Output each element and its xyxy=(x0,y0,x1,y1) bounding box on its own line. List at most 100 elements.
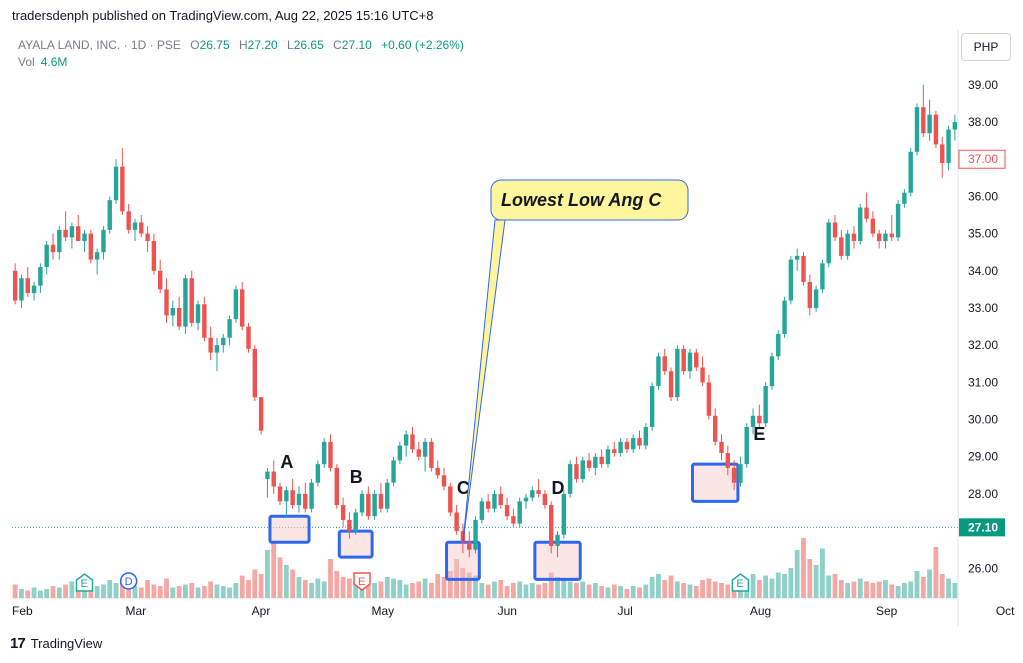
candle-body xyxy=(38,267,43,286)
candle-body xyxy=(612,449,617,453)
volume-bar xyxy=(668,575,674,598)
publisher-line: tradersdenph published on TradingView.co… xyxy=(12,8,434,23)
volume-bar xyxy=(649,577,655,598)
currency-button[interactable]: PHP xyxy=(961,33,1011,61)
candle-body xyxy=(195,304,201,323)
volume-bar xyxy=(384,577,390,598)
candle-body xyxy=(725,452,731,468)
y-tick-label: 36.00 xyxy=(968,189,998,203)
candle-body xyxy=(908,151,913,193)
volume-bar xyxy=(536,584,542,598)
candle-body xyxy=(561,493,567,535)
earnings-marker xyxy=(75,573,94,592)
volume-bar xyxy=(832,574,838,598)
volume-bar xyxy=(107,580,113,598)
annotation-box-b xyxy=(337,529,374,559)
candle-body xyxy=(139,222,144,234)
candle-body xyxy=(340,505,346,520)
volume-bar xyxy=(365,584,371,598)
volume-bar xyxy=(157,586,163,598)
candle-body xyxy=(549,505,554,546)
volume-bar xyxy=(479,583,485,598)
candle-body xyxy=(637,438,642,446)
volume-bar xyxy=(119,581,125,598)
volume-bar xyxy=(397,580,403,598)
annotation-label-b: B xyxy=(350,467,363,487)
earnings-marker xyxy=(731,573,750,592)
volume-bar xyxy=(681,583,687,598)
volume-bar xyxy=(19,589,24,598)
candle-body xyxy=(372,493,377,517)
candle-body xyxy=(618,441,623,453)
candle-body xyxy=(214,345,220,353)
candle-body xyxy=(769,356,775,387)
candle-body xyxy=(460,531,466,543)
candle-body xyxy=(246,326,251,349)
volume-bar xyxy=(870,583,876,598)
candle-body xyxy=(832,222,838,238)
candle-body xyxy=(807,281,813,308)
volume-bar xyxy=(466,572,472,598)
x-tick-label: May xyxy=(371,604,394,618)
y-tick-label: 32.00 xyxy=(968,338,998,352)
candle-body xyxy=(719,441,724,453)
candle-body xyxy=(258,397,264,431)
volume-bar xyxy=(50,586,56,598)
candle-body xyxy=(120,166,125,212)
volume-bar xyxy=(410,583,415,598)
candle-body xyxy=(782,300,787,334)
candle-body xyxy=(277,486,283,502)
candle-body xyxy=(902,192,907,204)
candle-body xyxy=(921,107,926,134)
volume-bar xyxy=(599,586,605,598)
volume-bar xyxy=(542,583,548,598)
volume-bar xyxy=(517,581,523,598)
volume-bar xyxy=(340,577,346,598)
volume-bar xyxy=(101,584,106,598)
volume-bar xyxy=(782,574,787,598)
candle-body xyxy=(366,493,371,517)
candle-body xyxy=(593,456,598,468)
candle-body xyxy=(44,244,49,268)
volume-bar xyxy=(555,577,560,598)
candle-body xyxy=(321,441,327,465)
low-label: L xyxy=(287,38,294,52)
candle-body xyxy=(397,445,403,461)
volume-bar xyxy=(750,574,756,598)
volume-bar xyxy=(561,578,567,598)
volume-bar xyxy=(946,578,951,598)
candle-body xyxy=(429,441,434,468)
brand-footer[interactable]: 17 TradingView xyxy=(10,635,102,652)
volume-bar xyxy=(504,586,510,598)
candle-body xyxy=(776,334,781,357)
dividend-marker xyxy=(119,572,138,590)
candle-body xyxy=(410,434,415,450)
volume-bar xyxy=(674,581,680,598)
volume-bar xyxy=(794,550,800,598)
volume-bar xyxy=(580,581,586,598)
volume-bar xyxy=(334,571,340,598)
candle-body xyxy=(933,114,939,145)
volume-bar xyxy=(195,587,201,598)
candle-body xyxy=(328,441,333,468)
y-tick-label: 29.00 xyxy=(968,450,998,464)
candle-body xyxy=(19,278,24,301)
volume-bar xyxy=(75,586,81,598)
volume-bar xyxy=(422,578,428,598)
volume-bar xyxy=(756,580,762,598)
candle-body xyxy=(265,471,270,480)
candle-body xyxy=(530,490,535,498)
y-tick-label: 39.00 xyxy=(968,78,998,92)
volume-bar xyxy=(498,580,504,598)
candle-body xyxy=(359,493,365,513)
volume-bar xyxy=(592,583,598,598)
high-value: 27.20 xyxy=(247,38,278,52)
candle-body xyxy=(252,348,258,398)
y-tick-label: 35.00 xyxy=(968,227,998,241)
volume-bar xyxy=(208,581,214,598)
candle-body xyxy=(315,464,321,483)
volume-bar xyxy=(132,586,138,598)
candle-body xyxy=(794,255,800,260)
volume-bar xyxy=(775,572,781,598)
